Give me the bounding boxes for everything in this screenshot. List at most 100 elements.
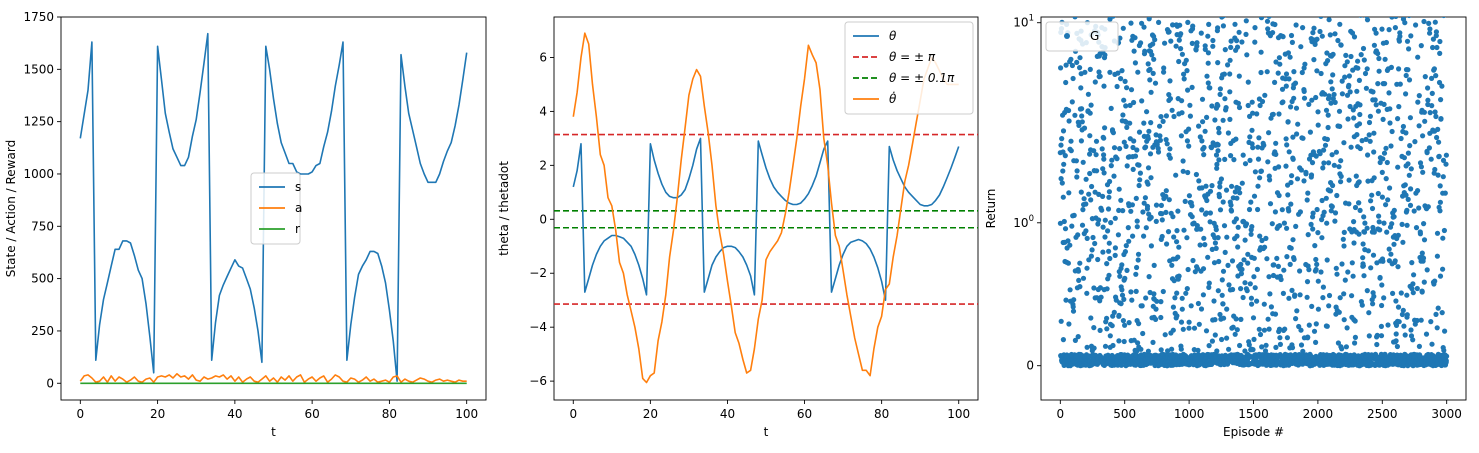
data-point xyxy=(1279,207,1285,213)
data-point xyxy=(1087,151,1093,157)
data-point xyxy=(1274,0,1279,3)
data-point xyxy=(1114,156,1120,162)
data-point xyxy=(1277,341,1283,347)
data-point xyxy=(1298,44,1304,50)
data-point xyxy=(1203,183,1209,189)
data-point xyxy=(1146,274,1152,280)
data-point xyxy=(1379,26,1385,32)
data-point xyxy=(1070,308,1077,314)
data-point xyxy=(1102,343,1109,349)
data-point xyxy=(1236,73,1242,79)
data-point xyxy=(1368,265,1374,271)
data-point xyxy=(1116,207,1122,213)
data-point xyxy=(1238,286,1244,292)
data-point xyxy=(1073,1,1078,6)
y-tick-label: 0 xyxy=(539,212,547,226)
data-point xyxy=(1286,208,1292,214)
data-point xyxy=(1249,99,1255,105)
data-point xyxy=(1196,123,1202,129)
data-point xyxy=(1088,315,1094,321)
data-point xyxy=(1255,206,1261,213)
data-point xyxy=(1166,29,1172,35)
data-point xyxy=(1246,206,1253,213)
data-point xyxy=(1341,229,1347,235)
data-point xyxy=(1264,0,1269,4)
data-point xyxy=(1380,258,1386,264)
data-point xyxy=(1163,193,1169,199)
data-point xyxy=(1213,227,1219,233)
data-point xyxy=(1104,326,1110,332)
data-point xyxy=(1120,112,1126,118)
data-point xyxy=(1364,17,1371,23)
data-point xyxy=(1419,250,1425,256)
data-point xyxy=(1088,102,1094,108)
data-point xyxy=(1178,346,1184,352)
data-point xyxy=(1147,77,1153,83)
data-point xyxy=(1109,323,1115,329)
data-point xyxy=(1212,117,1218,123)
data-point xyxy=(1436,139,1442,145)
data-point xyxy=(1385,197,1391,203)
data-point xyxy=(1286,295,1292,301)
data-point xyxy=(1228,153,1234,159)
data-point xyxy=(1063,297,1069,303)
data-point xyxy=(1293,0,1298,4)
data-point xyxy=(1373,30,1379,36)
data-point xyxy=(1288,32,1295,39)
data-point xyxy=(1327,32,1333,38)
data-point xyxy=(1304,197,1310,203)
data-point xyxy=(1394,343,1400,350)
data-point xyxy=(1435,126,1441,132)
data-point xyxy=(1108,220,1114,226)
data-point xyxy=(1404,312,1410,318)
data-point xyxy=(1328,79,1334,85)
data-point xyxy=(1403,192,1409,198)
data-point xyxy=(1327,5,1332,10)
data-point xyxy=(1282,5,1287,10)
data-point xyxy=(1387,120,1393,126)
data-point xyxy=(1416,93,1422,99)
y-tick-label: 1250 xyxy=(23,115,54,129)
data-point xyxy=(1235,224,1241,230)
data-point xyxy=(1346,82,1352,88)
x-tick-label: 2000 xyxy=(1303,407,1334,421)
data-point xyxy=(1280,290,1286,296)
data-point xyxy=(1135,340,1141,346)
data-point xyxy=(1233,316,1239,322)
data-point xyxy=(1060,194,1066,200)
data-point xyxy=(1366,0,1371,5)
data-point xyxy=(1122,78,1128,84)
data-point xyxy=(1181,227,1187,233)
data-point xyxy=(1276,192,1282,199)
data-point xyxy=(1228,208,1235,214)
data-point xyxy=(1328,100,1334,106)
data-point xyxy=(1116,312,1122,318)
data-point xyxy=(1222,156,1228,162)
data-point xyxy=(1083,228,1089,234)
data-point xyxy=(1361,214,1367,220)
data-point xyxy=(1205,50,1211,56)
data-point xyxy=(1376,213,1382,219)
data-point xyxy=(1361,229,1368,235)
data-point xyxy=(1325,58,1331,64)
data-point xyxy=(1319,12,1324,17)
data-point xyxy=(1355,58,1361,64)
data-point xyxy=(1219,292,1225,298)
data-point xyxy=(1176,273,1182,279)
data-point xyxy=(1270,29,1276,36)
data-point xyxy=(1244,10,1249,15)
data-point xyxy=(1075,232,1081,238)
data-point xyxy=(1376,68,1382,74)
data-point xyxy=(1081,196,1087,202)
data-point xyxy=(1186,126,1192,132)
data-point xyxy=(1284,254,1290,260)
data-point xyxy=(1424,267,1430,273)
data-point xyxy=(1234,38,1240,44)
legend-label: θ̇ xyxy=(889,91,897,106)
data-point xyxy=(1407,143,1413,149)
data-point xyxy=(1255,156,1262,162)
data-point xyxy=(1058,318,1064,324)
data-point xyxy=(1391,214,1397,220)
data-point xyxy=(1141,7,1146,12)
